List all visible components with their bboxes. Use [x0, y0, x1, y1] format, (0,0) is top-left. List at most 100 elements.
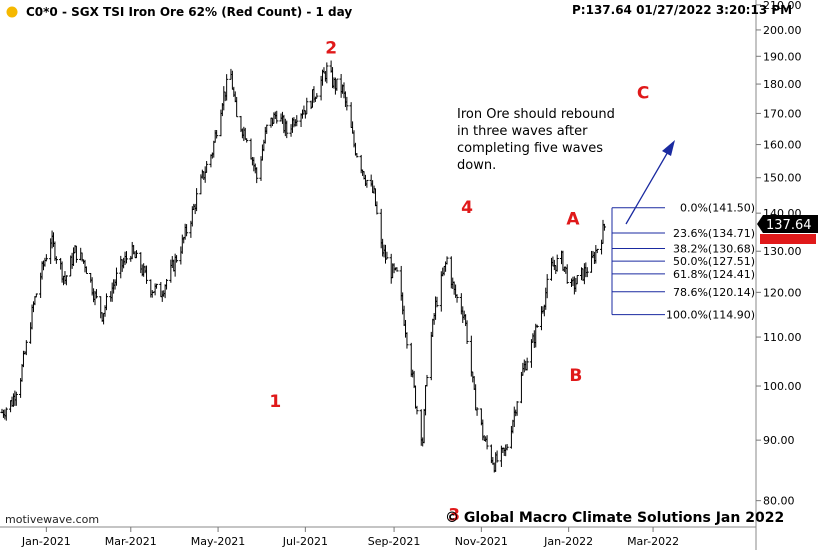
wave-label: 2: [325, 39, 337, 59]
ohlc-bar: [255, 167, 259, 184]
fib-level-label: 100.0%(114.90): [666, 309, 755, 322]
ohlc-bar: [144, 265, 149, 284]
ohlc-bar: [195, 188, 199, 212]
annotation-line: in three waves after: [457, 124, 588, 139]
ohlc-bar: [265, 124, 269, 134]
x-tick-label: May-2021: [191, 535, 246, 548]
ohlc-bar: [325, 62, 329, 84]
ohlc-bar: [114, 267, 119, 286]
y-tick-label: 110.00: [763, 331, 802, 344]
ohlc-bar: [555, 254, 559, 272]
ohlc-bar: [205, 161, 209, 173]
ohlc-bar: [184, 224, 189, 237]
fibonacci-levels: 0.0%(141.50) 23.6%(134.71) 38.2%(130.68)50…: [611, 202, 755, 322]
ohlc-bar: [435, 296, 439, 308]
wave-label: 3: [448, 505, 460, 525]
ohlc-bar: [415, 405, 419, 415]
copyright-notice: © Global Macro Climate Solutions Jan 202…: [445, 510, 784, 526]
fib-level-label: 38.2%(130.68): [673, 243, 755, 256]
ohlc-bar: [94, 289, 99, 299]
ohlc-bar: [375, 201, 379, 215]
price-tag-shape: [757, 215, 818, 233]
ohlc-bar: [535, 324, 539, 328]
y-tick-label: 210.00: [763, 0, 802, 12]
ohlc-bar: [602, 223, 607, 231]
annotation-line: down.: [457, 158, 496, 173]
ohlc-bar: [285, 120, 289, 139]
ohlc-bar: [465, 320, 469, 344]
ohlc-bar: [104, 293, 109, 311]
ohlc-bar: [565, 264, 569, 284]
x-tick-label: Jan-2022: [543, 535, 593, 548]
ohlc-bar: [44, 254, 48, 262]
ohlc-bar: [385, 251, 389, 260]
ohlc-bar: [24, 340, 28, 356]
ohlc-bar: [305, 97, 309, 115]
fib-level-label: 78.6%(120.14): [673, 286, 755, 299]
ohlc-bar: [425, 374, 429, 387]
watermark: motivewave.com: [5, 513, 99, 526]
x-tick-label: Jan-2021: [21, 535, 71, 548]
y-axis: 80.0090.00100.00110.00120.00130.00140.00…: [756, 0, 802, 508]
ohlc-bar: [215, 130, 219, 139]
ohlc-bar: [64, 275, 68, 286]
annotation-note: Iron Ore should rebound in three waves a…: [457, 107, 615, 173]
y-tick-label: 80.00: [763, 495, 795, 508]
ohlc-bar: [595, 248, 599, 254]
ohlc-bar: [295, 115, 299, 127]
ohlc-bar: [345, 96, 349, 111]
ohlc-bar: [134, 250, 139, 259]
y-tick-label: 150.00: [763, 172, 802, 185]
ohlc-bar: [335, 78, 339, 91]
wave-labels: 12345ABC: [269, 39, 649, 526]
arrow-head-icon: [662, 140, 675, 156]
x-axis: Jan-2021 Mar-2021 May-2021 Jul-2021 Sep-2021…: [21, 527, 679, 548]
status-dot-icon: [6, 6, 18, 18]
ohlc-bar: [54, 256, 58, 264]
ohlc-bar: [124, 251, 129, 264]
price-tag-value: 137.64: [766, 218, 812, 233]
annotation-line: Iron Ore should rebound: [457, 107, 615, 122]
ohlc-bar: [395, 267, 399, 272]
price-time-readout: P:137.64 01/27/2022 3:20:13 PM: [572, 3, 792, 17]
wave-label: 4: [461, 198, 473, 218]
ohlc-bar: [174, 255, 179, 263]
y-tick-label: 200.00: [763, 24, 802, 37]
ohlc-bar: [14, 391, 18, 406]
ohlc-bar: [495, 450, 499, 463]
y-tick-label: 180.00: [763, 78, 802, 91]
ohlc-bar: [355, 153, 359, 158]
chart-title: C0*0 - SGX TSI Iron Ore 62% (Red Count) …: [26, 5, 352, 19]
ohlc-bar: [365, 179, 369, 188]
current-price-tag: 137.64: [757, 215, 818, 244]
ohlc-bar: [505, 444, 509, 451]
ohlc-bar: [4, 407, 8, 421]
wave-label: A: [566, 209, 580, 229]
wave-label: C: [637, 84, 649, 104]
ohlc-bar: [545, 274, 549, 299]
fib-level-label: 0.0%(141.50): [680, 202, 755, 215]
x-tick-label: Mar-2022: [627, 535, 679, 548]
wave-label: B: [569, 366, 582, 386]
ohlc-bar: [164, 278, 169, 290]
x-tick-label: Mar-2021: [105, 535, 157, 548]
y-tick-label: 90.00: [763, 434, 795, 447]
y-tick-label: 170.00: [763, 107, 802, 120]
ohlc-bar: [275, 110, 279, 124]
wave-label: 1: [269, 392, 281, 412]
x-tick-label: Jul-2021: [282, 535, 328, 548]
ohlc-bar: [525, 357, 529, 371]
y-tick-label: 100.00: [763, 380, 802, 393]
price-tag-underlay: [760, 234, 816, 244]
ohlc-bar: [575, 275, 579, 285]
y-tick-label: 190.00: [763, 50, 802, 63]
ohlc-bar: [84, 266, 89, 275]
projection-arrow: [625, 149, 670, 225]
annotation-line: completing five waves: [457, 141, 603, 156]
ohlc-bar: [485, 435, 489, 450]
fib-level-label: 61.8%(124.41): [673, 268, 755, 281]
ohlc-bar: [34, 293, 38, 298]
fib-level-label: 23.6%(134.71): [673, 227, 755, 240]
